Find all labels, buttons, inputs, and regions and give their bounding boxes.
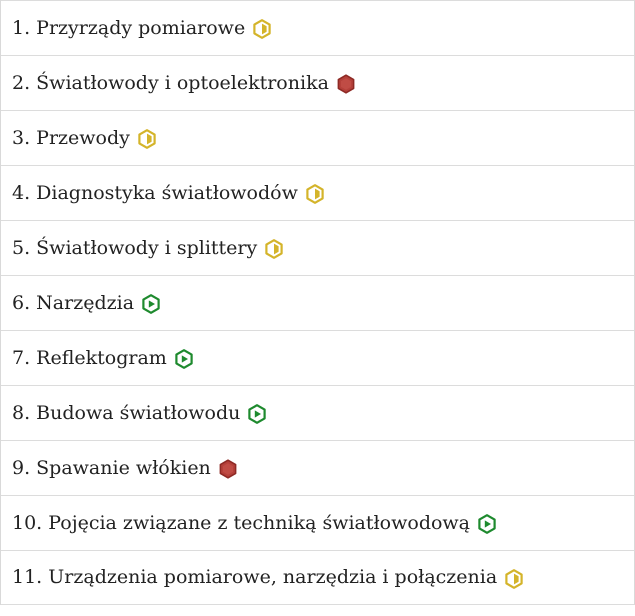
list-item-label[interactable]: 11. Urządzenia pomiarowe, narzędzia i po… <box>12 566 498 588</box>
half-hexagon-icon <box>503 568 525 590</box>
list-item-label[interactable]: 9. Spawanie włókien <box>12 456 211 479</box>
list-item[interactable]: 8. Budowa światłowodu <box>1 385 634 440</box>
list-item[interactable]: 4. Diagnostyka światłowodów <box>1 165 634 220</box>
list-item-label[interactable]: 3. Przewody <box>12 126 130 149</box>
list-item-label[interactable]: 6. Narzędzia <box>12 291 135 314</box>
half-hexagon-icon <box>263 238 285 260</box>
play-hexagon-icon <box>476 513 498 535</box>
list-item-label[interactable]: 10. Pojęcia związane z techniką światłow… <box>12 511 471 534</box>
half-hexagon-icon <box>251 18 273 40</box>
list-item[interactable]: 1. Przyrządy pomiarowe <box>1 0 634 55</box>
red-hexagon-icon <box>335 73 357 95</box>
list-item[interactable]: 5. Światłowody i splittery <box>1 220 634 275</box>
red-hexagon-icon <box>217 458 239 480</box>
list-item[interactable]: 9. Spawanie włókien <box>1 440 634 495</box>
list-item[interactable]: 2. Światłowody i optoelektronika <box>1 55 634 110</box>
list-item-label[interactable]: 8. Budowa światłowodu <box>12 401 241 424</box>
list-item-label[interactable]: 5. Światłowody i splittery <box>12 236 258 259</box>
half-hexagon-icon <box>304 183 326 205</box>
half-hexagon-icon <box>136 128 158 150</box>
list-item-label[interactable]: 7. Reflektogram <box>12 346 167 369</box>
play-hexagon-icon <box>246 403 268 425</box>
list-item[interactable]: 7. Reflektogram <box>1 330 634 385</box>
list-item-label[interactable]: 2. Światłowody i optoelektronika <box>12 71 329 94</box>
list-item-label[interactable]: 4. Diagnostyka światłowodów <box>12 181 298 204</box>
play-hexagon-icon <box>140 293 162 315</box>
list-item-label[interactable]: 1. Przyrządy pomiarowe <box>12 16 246 39</box>
list-item[interactable]: 10. Pojęcia związane z techniką światłow… <box>1 495 634 550</box>
play-hexagon-icon <box>173 348 195 370</box>
list-item[interactable]: 6. Narzędzia <box>1 275 634 330</box>
list-item[interactable]: 11. Urządzenia pomiarowe, narzędzia i po… <box>1 550 634 605</box>
list-item[interactable]: 3. Przewody <box>1 110 634 165</box>
